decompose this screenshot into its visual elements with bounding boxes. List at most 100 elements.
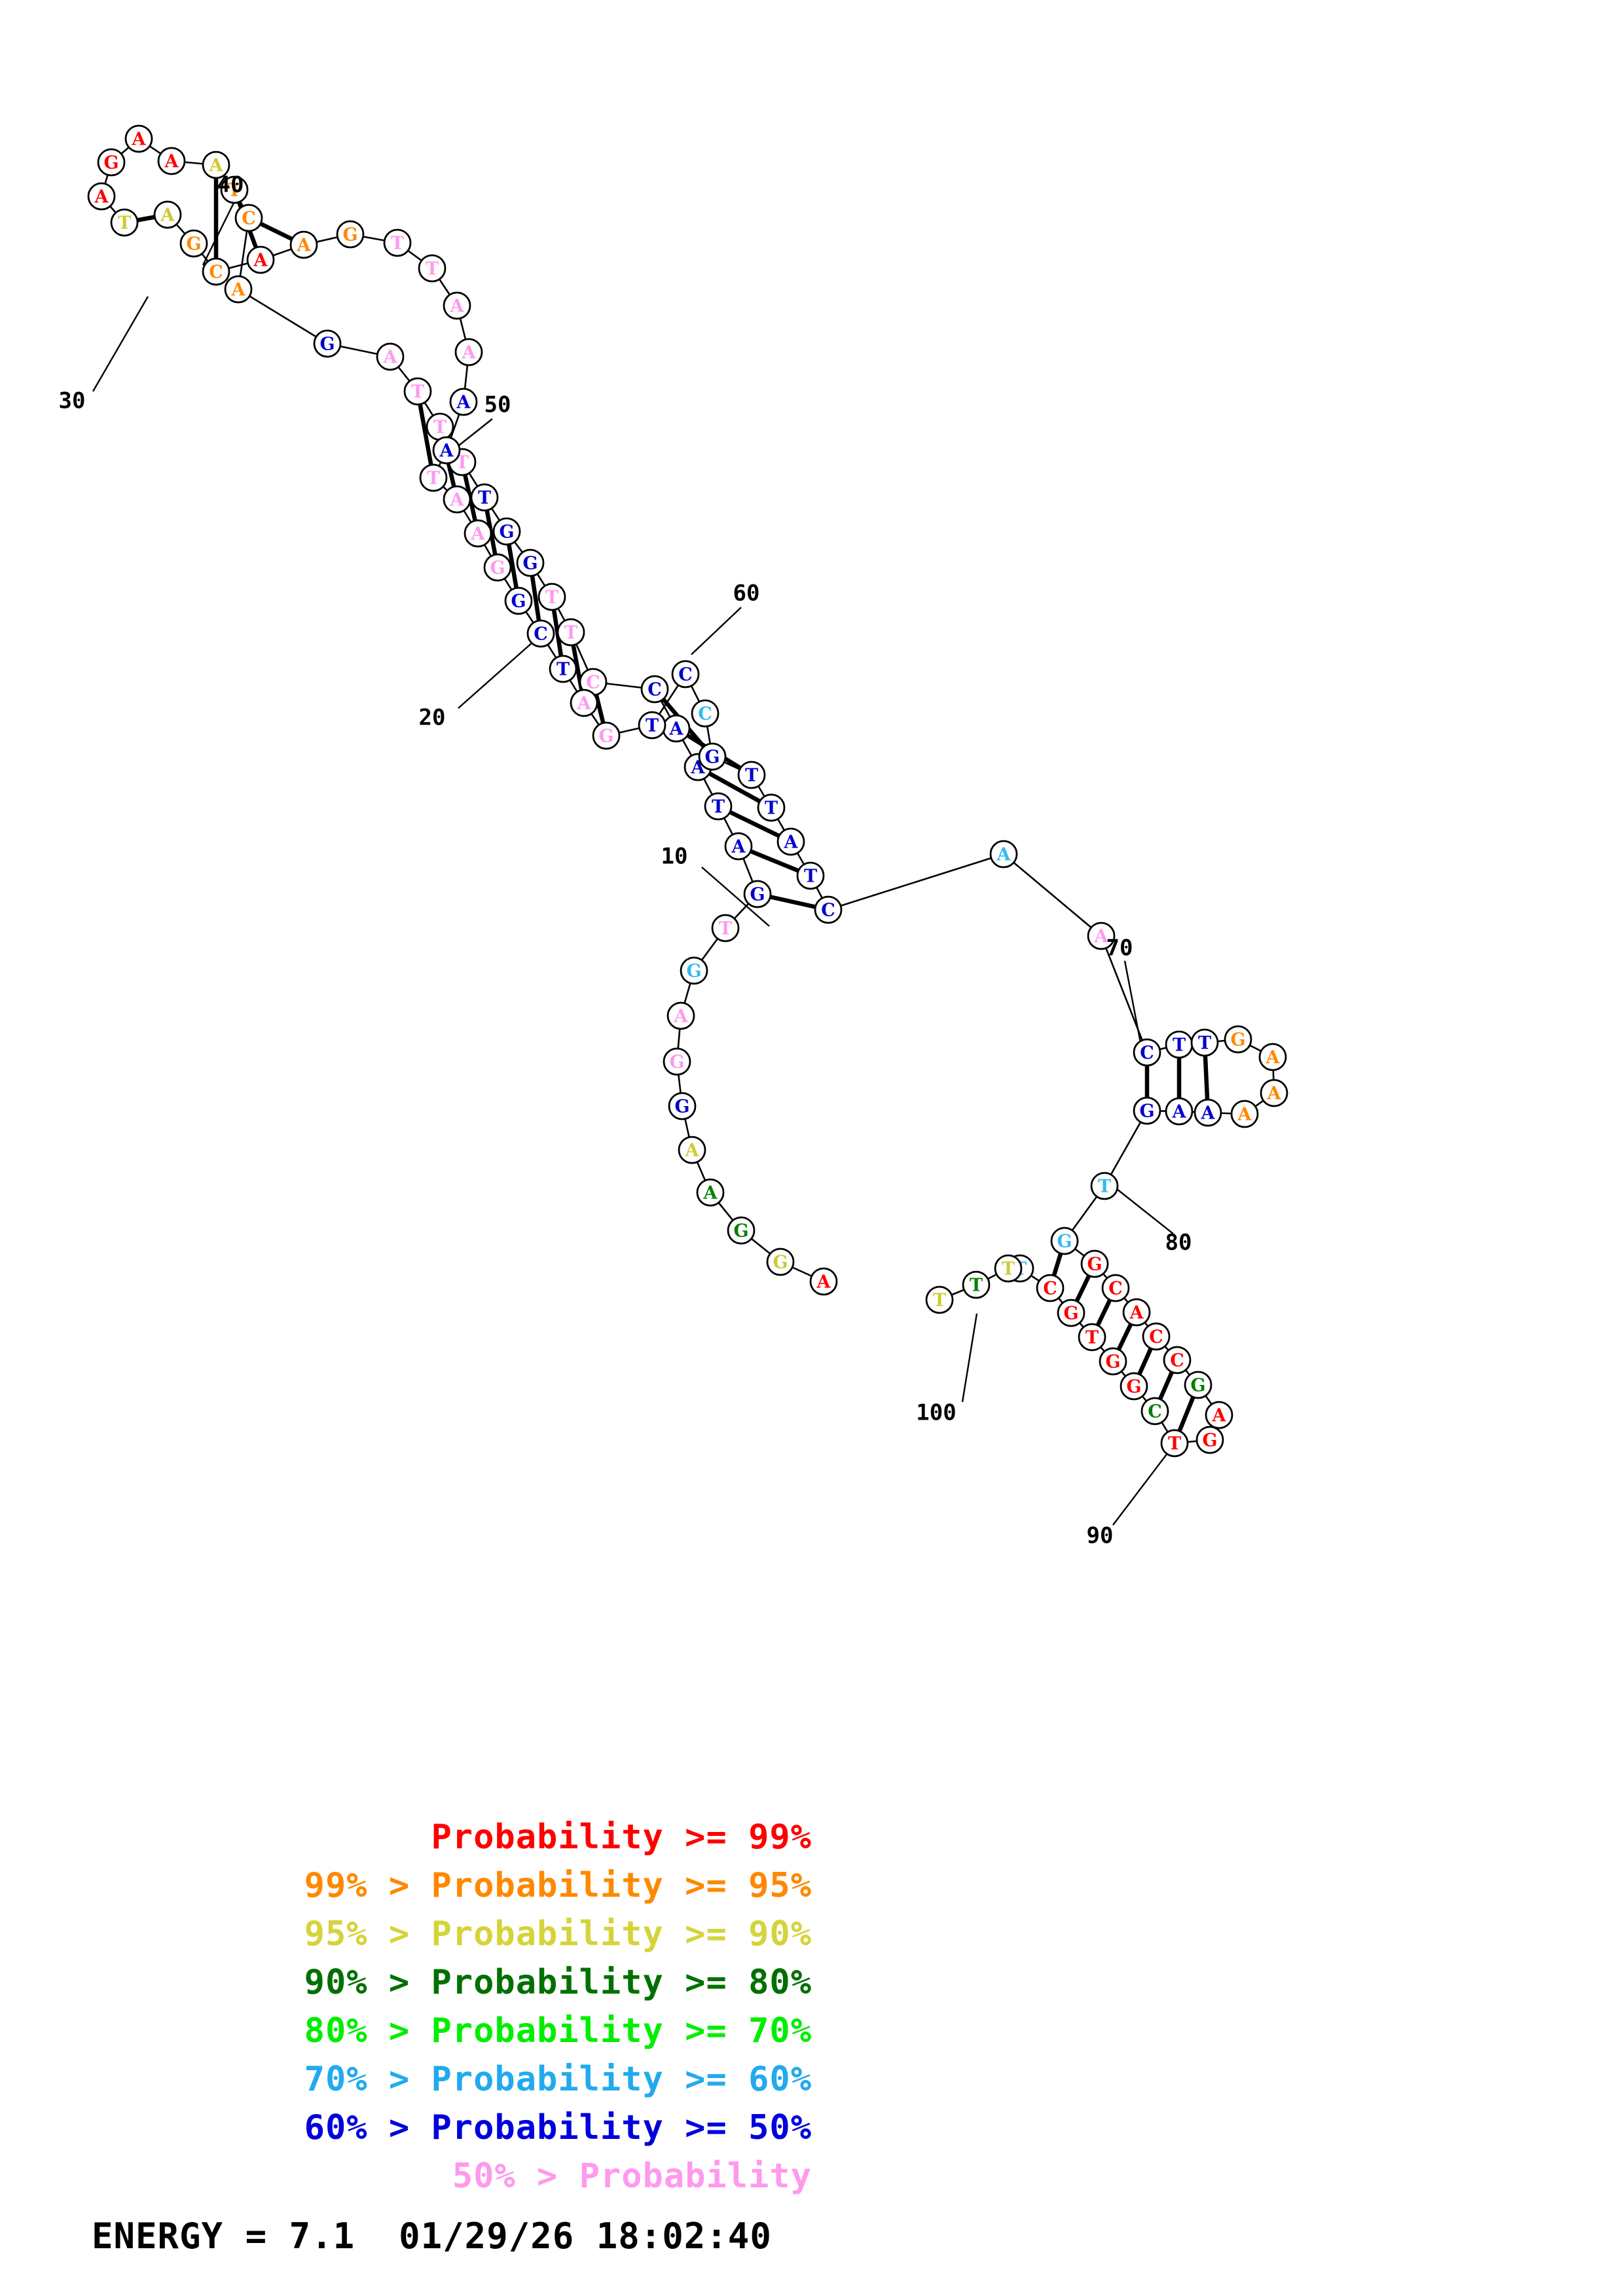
nucleotide-node[interactable]: T [426,412,454,441]
nucleotide-node[interactable]: A [1230,1100,1259,1128]
nucleotide-node[interactable]: C [691,699,720,728]
nucleotide-node[interactable]: A [289,230,318,259]
legend-row: 80% > Probability >= 70% [304,2011,812,2051]
nucleotide-node[interactable]: G [97,148,126,177]
nucleotide-node[interactable]: A [1087,922,1116,950]
nucleotide-node[interactable]: G [492,517,521,546]
nucleotide-node[interactable]: A [989,840,1018,869]
nucleotide-node[interactable]: A [809,1267,838,1296]
nucleotide-node[interactable]: T [1165,1030,1194,1059]
nucleotide-node[interactable]: C [1101,1274,1130,1302]
nucleotide-node[interactable]: G [668,1092,697,1121]
nucleotide-node[interactable]: A [1260,1079,1288,1107]
nucleotide-node[interactable]: A [1258,1043,1287,1071]
nucleotide-node[interactable]: T [757,793,786,822]
nucleotide-node[interactable]: A [449,387,478,416]
nucleotide-node[interactable]: C [1142,1322,1171,1351]
nucleotide-node[interactable]: T [994,1254,1023,1283]
nucleotide-node[interactable]: T [220,175,249,204]
nucleotide-node[interactable]: A [224,275,253,304]
nucleotide-node[interactable]: C [1133,1038,1161,1067]
nucleotide-node[interactable]: C [202,257,230,286]
nucleotide-node[interactable]: G [1050,1227,1079,1255]
nucleotide-node[interactable]: A [724,832,753,861]
nucleotide-node[interactable]: G [1133,1096,1161,1125]
nucleotide-node[interactable]: A [432,436,461,465]
nucleotide-node[interactable]: T [110,208,139,237]
nucleotide-node[interactable]: A [570,689,598,717]
nucleotide-node[interactable]: C [671,660,700,689]
nucleotide-node[interactable]: G [483,553,512,582]
nucleotide-node[interactable]: G [680,956,708,985]
nucleotide-node[interactable]: A [87,182,116,211]
nucleotide-node[interactable]: T [418,254,447,283]
nucleotide-letter: A [471,524,486,545]
nucleotide-node[interactable]: G [336,220,365,249]
nucleotide-node[interactable]: T [470,483,499,512]
nucleotide-node[interactable]: G [592,721,621,750]
nucleotide-node[interactable]: A [376,342,405,371]
nucleotide-node[interactable]: T [1078,1323,1106,1352]
nucleotide-node[interactable]: T [962,1270,991,1299]
nucleotide-node[interactable]: G [1224,1025,1252,1054]
nucleotide-node[interactable]: G [766,1247,795,1276]
nucleotide-letter: T [1173,1035,1186,1056]
nucleotide-node[interactable]: G [698,742,727,771]
nucleotide-node[interactable]: T [1190,1028,1219,1057]
nucleotide-node[interactable]: A [678,1136,706,1164]
nucleotide-node[interactable]: A [443,291,471,320]
nucleotide-node[interactable]: T [403,377,432,406]
nucleotide-node[interactable]: A [443,485,471,514]
nucleotide-node[interactable]: G [1080,1249,1109,1278]
nucleotide-node[interactable]: G [1099,1347,1127,1376]
nucleotide-node[interactable]: A [464,519,492,548]
nucleotide-node[interactable]: A [662,714,691,743]
nucleotide-node[interactable]: G [727,1216,756,1245]
nucleotide-node[interactable]: G [313,329,342,358]
nucleotide-node[interactable]: T [737,761,766,789]
nucleotide-node[interactable]: A [454,338,483,367]
nucleotide-node[interactable]: A [1194,1098,1222,1127]
nucleotide-node[interactable]: G [1120,1372,1148,1401]
nucleotide-node[interactable]: T [556,618,585,647]
nucleotide-node[interactable]: T [638,711,666,740]
nucleotide-node[interactable]: A [1122,1298,1151,1327]
nucleotide-node[interactable]: T [1160,1429,1189,1458]
nucleotide-node[interactable]: T [711,914,740,942]
nucleotide-node[interactable]: C [1163,1346,1192,1374]
nucleotide-letter: A [439,441,454,461]
nucleotide-node[interactable]: T [538,583,566,611]
nucleotide-node[interactable]: C [1140,1397,1169,1426]
nucleotide-node[interactable]: T [925,1285,954,1314]
nucleotide-node[interactable]: G [179,229,208,258]
nucleotide-letter: C [1149,1327,1163,1348]
nucleotide-node[interactable]: T [796,861,825,890]
nucleotide-node[interactable]: T [704,792,733,821]
nucleotide-node[interactable]: A [202,151,230,179]
nucleotide-node[interactable]: A [696,1178,725,1207]
nucleotide-node[interactable]: T [1090,1172,1119,1200]
nucleotide-node[interactable]: T [419,463,448,492]
nucleotide-node[interactable]: C [1036,1274,1065,1302]
nucleotide-node[interactable]: C [526,619,555,648]
nucleotide-node[interactable]: T [383,228,412,257]
nucleotide-node[interactable]: C [640,675,669,704]
nucleotide-node[interactable]: G [516,548,545,577]
nucleotide-node[interactable]: A [1205,1401,1233,1429]
nucleotide-node[interactable]: C [234,204,263,232]
nucleotide-node[interactable]: G [1184,1371,1213,1399]
nucleotide-node[interactable]: G [663,1047,691,1076]
nucleotide-node[interactable]: A [157,147,186,175]
nucleotide-node[interactable]: A [666,1001,695,1030]
nucleotide-node[interactable]: C [814,895,843,924]
nucleotide-node[interactable]: A [246,245,275,274]
nucleotide-node[interactable]: G [1057,1299,1085,1327]
nucleotide-node[interactable]: A [153,200,182,229]
nucleotide-node[interactable]: A [776,827,805,856]
nucleotide-node[interactable]: G [504,586,533,615]
nucleotide-node[interactable]: G [743,880,772,908]
nucleotide-node[interactable]: G [1195,1426,1224,1454]
nucleotide-node[interactable]: A [1165,1097,1194,1126]
nucleotide-node[interactable]: A [124,124,153,153]
nucleotide-node[interactable]: T [549,655,577,683]
